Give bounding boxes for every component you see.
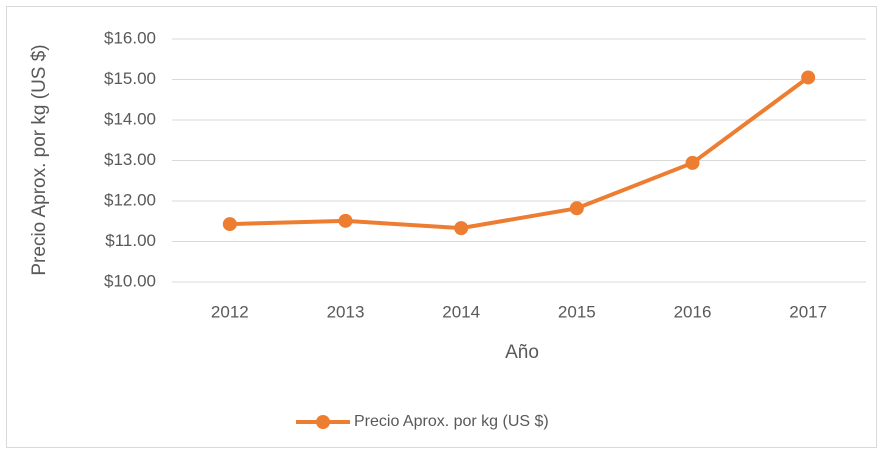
y-tick-label: $15.00 <box>104 69 156 88</box>
x-tick-label: 2017 <box>789 302 827 321</box>
y-tick-label: $16.00 <box>104 28 156 47</box>
x-tick-label: 2014 <box>442 302 480 321</box>
data-point <box>685 155 700 170</box>
data-point <box>569 201 584 216</box>
data-point <box>222 217 237 232</box>
legend-marker <box>316 415 330 429</box>
data-point <box>338 213 353 228</box>
x-tick-label: 2016 <box>674 302 712 321</box>
y-tick-label: $12.00 <box>104 190 156 209</box>
y-tick-label: $11.00 <box>105 231 156 250</box>
x-axis-label: Año <box>505 342 539 363</box>
data-point <box>454 221 469 236</box>
series-line <box>229 75 810 231</box>
data-point <box>801 70 816 85</box>
y-tick-label: $14.00 <box>104 109 156 128</box>
y-tick-label: $10.00 <box>104 271 156 290</box>
x-tick-label: 2012 <box>211 302 249 321</box>
legend-label: Precio Aprox. por kg (US $) <box>354 413 549 430</box>
y-tick-label: $13.00 <box>104 150 156 169</box>
chart-frame <box>6 6 877 448</box>
y-axis-label: Precio Aprox. por kg (US $) <box>29 44 50 275</box>
x-tick-label: 2013 <box>327 302 365 321</box>
x-tick-label: 2015 <box>558 302 596 321</box>
